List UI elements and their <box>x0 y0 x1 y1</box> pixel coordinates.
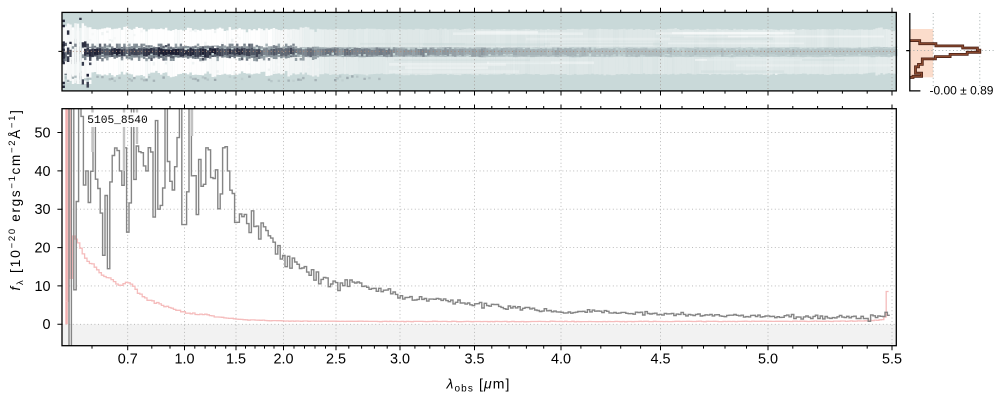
svg-text:2.0: 2.0 <box>273 352 293 368</box>
svg-text:4.0: 4.0 <box>551 352 571 368</box>
svg-text:fλ [10−20 ergs−1cm−2Å−1]: fλ [10−20 ergs−1cm−2Å−1] <box>7 108 26 290</box>
svg-text:2.5: 2.5 <box>326 352 346 368</box>
svg-text:10: 10 <box>34 279 50 295</box>
svg-text:0.7: 0.7 <box>118 352 138 368</box>
svg-text:3.0: 3.0 <box>390 352 410 368</box>
svg-text:30: 30 <box>34 202 50 218</box>
svg-text:40: 40 <box>34 164 50 180</box>
svg-text:5.5: 5.5 <box>882 352 902 368</box>
svg-text:λobs [μm]: λobs [μm] <box>446 376 511 395</box>
svg-text:1.5: 1.5 <box>226 352 246 368</box>
svg-text:3.5: 3.5 <box>464 352 484 368</box>
svg-text:50: 50 <box>34 126 50 142</box>
svg-text:20: 20 <box>34 241 50 257</box>
svg-text:4.5: 4.5 <box>650 352 670 368</box>
svg-text:5.0: 5.0 <box>758 352 778 368</box>
svg-text:-0.00 ± 0.89: -0.00 ± 0.89 <box>930 83 994 97</box>
svg-text:5105_8540: 5105_8540 <box>87 115 148 127</box>
svg-text:1.0: 1.0 <box>174 352 194 368</box>
svg-text:0: 0 <box>42 317 50 333</box>
